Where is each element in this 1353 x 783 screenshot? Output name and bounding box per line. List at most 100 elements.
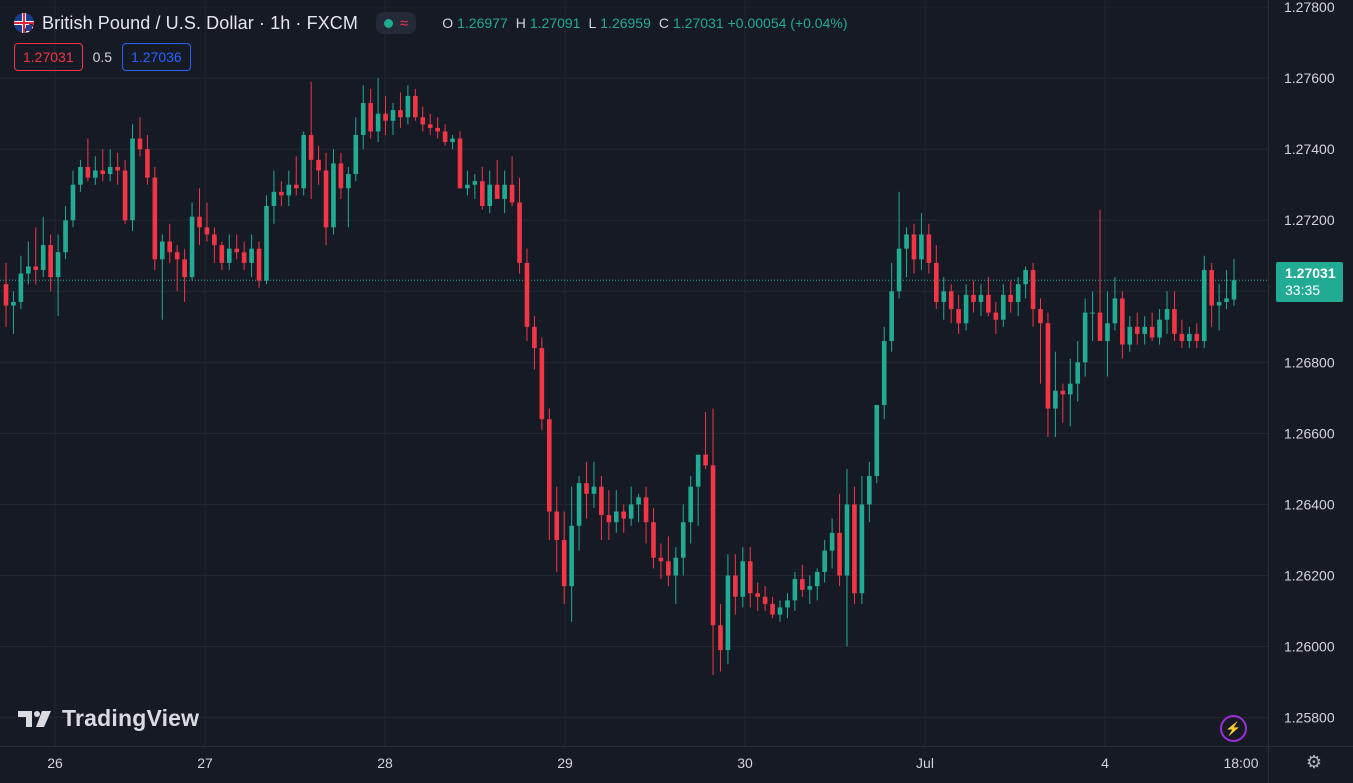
candle-body[interactable] xyxy=(993,312,999,320)
candle-body[interactable] xyxy=(78,166,83,185)
candle-body[interactable] xyxy=(807,586,813,590)
candle-body[interactable] xyxy=(487,184,493,207)
candle-body[interactable] xyxy=(695,454,701,487)
market-status-pill[interactable]: ≈ xyxy=(376,12,417,34)
candle-body[interactable] xyxy=(1127,326,1133,345)
candle-body[interactable] xyxy=(919,234,924,260)
candle-body[interactable] xyxy=(628,504,634,519)
candle-body[interactable] xyxy=(859,504,865,594)
candle-body[interactable] xyxy=(1216,301,1222,306)
candle-body[interactable] xyxy=(241,252,247,263)
candle-body[interactable] xyxy=(182,259,187,278)
candle-body[interactable] xyxy=(1187,333,1192,342)
candle-body[interactable] xyxy=(353,134,359,175)
candle-body[interactable] xyxy=(1194,333,1200,342)
candle-body[interactable] xyxy=(457,138,463,189)
candle-body[interactable] xyxy=(413,95,418,118)
candle-body[interactable] xyxy=(301,134,307,189)
candle-body[interactable] xyxy=(777,607,783,615)
candle-body[interactable] xyxy=(971,294,976,302)
candle-body[interactable] xyxy=(427,124,433,128)
candle-body[interactable] xyxy=(442,131,448,143)
candle-body[interactable] xyxy=(152,177,158,260)
candle-body[interactable] xyxy=(926,234,932,263)
candle-body[interactable] xyxy=(115,166,120,171)
tradingview-logo[interactable]: TradingView xyxy=(18,705,199,732)
candle-body[interactable] xyxy=(524,262,530,327)
candle-body[interactable] xyxy=(48,245,53,278)
candle-body[interactable] xyxy=(963,294,969,324)
candle-body[interactable] xyxy=(792,579,798,601)
candle-body[interactable] xyxy=(889,291,894,342)
candle-body[interactable] xyxy=(212,234,217,246)
candle-body[interactable] xyxy=(346,174,351,189)
candle-body[interactable] xyxy=(286,184,292,196)
candle-body[interactable] xyxy=(636,497,641,505)
candle-body[interactable] xyxy=(1112,298,1118,324)
candle-body[interactable] xyxy=(271,191,277,207)
candle-body[interactable] xyxy=(494,184,500,199)
candle-body[interactable] xyxy=(569,525,574,587)
candle-body[interactable] xyxy=(204,227,210,235)
candle-body[interactable] xyxy=(219,245,225,263)
candle-body[interactable] xyxy=(904,234,909,249)
candle-body[interactable] xyxy=(1038,309,1043,324)
candle-body[interactable] xyxy=(1067,383,1073,395)
candle-body[interactable] xyxy=(1105,323,1110,342)
candle-body[interactable] xyxy=(197,216,202,228)
candle-body[interactable] xyxy=(293,184,299,189)
candle-body[interactable] xyxy=(1172,309,1177,334)
candle-body[interactable] xyxy=(18,273,24,302)
candle-body[interactable] xyxy=(941,291,947,302)
candle-body[interactable] xyxy=(1120,298,1125,345)
candle-body[interactable] xyxy=(100,170,106,175)
candle-body[interactable] xyxy=(420,117,426,125)
candle-body[interactable] xyxy=(1224,298,1229,302)
sell-button[interactable]: 1.27031 xyxy=(14,43,83,71)
candle-body[interactable] xyxy=(167,241,173,253)
candle-body[interactable] xyxy=(1142,326,1147,334)
candle-body[interactable] xyxy=(33,266,39,270)
candle-body[interactable] xyxy=(316,159,321,171)
candle-body[interactable] xyxy=(480,181,485,207)
candle-body[interactable] xyxy=(986,294,991,313)
candle-body[interactable] xyxy=(785,600,790,608)
candle-body[interactable] xyxy=(279,191,284,196)
candle-body[interactable] xyxy=(554,511,560,540)
candle-body[interactable] xyxy=(1045,323,1051,409)
candle-body[interactable] xyxy=(755,593,760,597)
candle-body[interactable] xyxy=(249,248,254,263)
candle-body[interactable] xyxy=(1149,326,1155,338)
candle-body[interactable] xyxy=(576,483,582,526)
candle-body[interactable] xyxy=(107,166,113,175)
candle-body[interactable] xyxy=(234,248,240,253)
candle-body[interactable] xyxy=(1231,280,1237,300)
candle-body[interactable] xyxy=(93,170,98,178)
candle-body[interactable] xyxy=(680,522,686,558)
candle-body[interactable] xyxy=(1164,309,1170,320)
candle-body[interactable] xyxy=(1008,294,1014,302)
candle-body[interactable] xyxy=(673,557,679,576)
candle-body[interactable] xyxy=(1090,312,1095,314)
candle-body[interactable] xyxy=(70,184,76,221)
candle-body[interactable] xyxy=(159,241,165,260)
candle-body[interactable] xyxy=(561,539,567,587)
buy-button[interactable]: 1.27036 xyxy=(122,43,191,71)
candle-body[interactable] xyxy=(1000,294,1006,320)
candle-body[interactable] xyxy=(375,113,381,132)
candle-body[interactable] xyxy=(733,575,738,597)
candle-body[interactable] xyxy=(338,163,344,189)
candle-body[interactable] xyxy=(688,486,694,523)
candle-body[interactable] xyxy=(11,301,16,306)
candle-body[interactable] xyxy=(800,579,805,590)
candle-body[interactable] xyxy=(26,266,31,274)
candle-body[interactable] xyxy=(472,181,478,185)
candle-body[interactable] xyxy=(1082,312,1088,363)
candle-body[interactable] xyxy=(896,248,902,292)
candle-body[interactable] xyxy=(331,163,336,228)
candle-body[interactable] xyxy=(710,465,716,626)
candle-body[interactable] xyxy=(226,248,232,263)
candle-body[interactable] xyxy=(651,522,656,558)
candle-body[interactable] xyxy=(383,113,388,121)
candle-body[interactable] xyxy=(55,252,61,278)
